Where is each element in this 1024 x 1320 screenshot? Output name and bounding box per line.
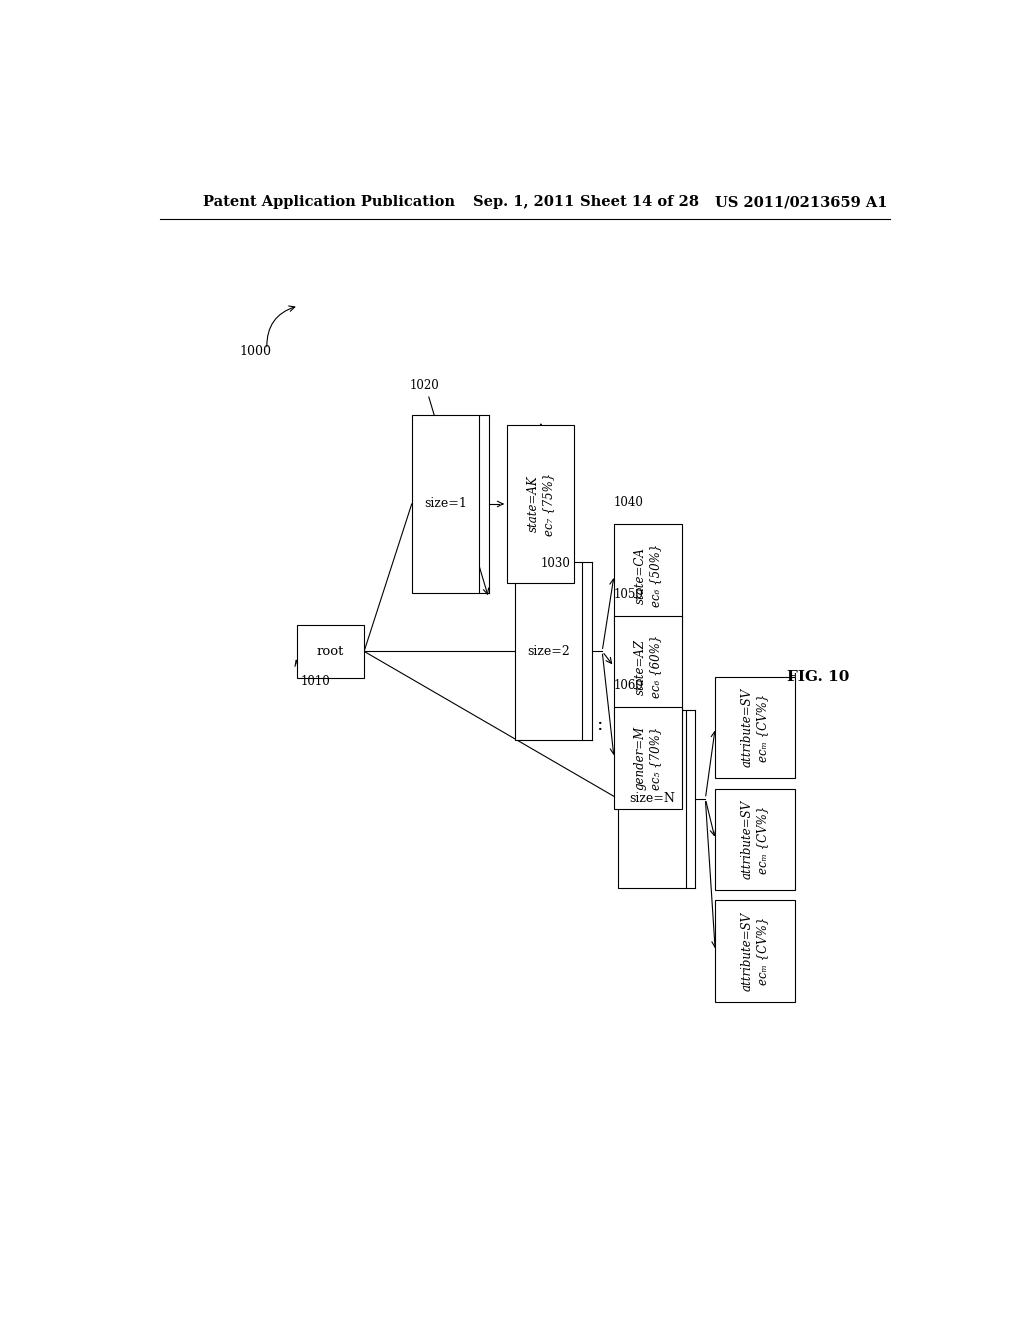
- Text: state=AZ
ec₆ {60%}: state=AZ ec₆ {60%}: [634, 635, 662, 698]
- Text: attribute=SV
ecₘ {CV%}: attribute=SV ecₘ {CV%}: [741, 912, 769, 991]
- Text: state=CA
ec₆ {50%}: state=CA ec₆ {50%}: [634, 544, 662, 607]
- Bar: [507, 425, 574, 582]
- Bar: [715, 900, 795, 1002]
- Text: gender=M
ec₅ {70%}: gender=M ec₅ {70%}: [634, 726, 662, 791]
- Text: size=2: size=2: [527, 645, 570, 657]
- Bar: [297, 624, 365, 677]
- Text: size=N: size=N: [629, 792, 675, 805]
- Bar: [715, 788, 795, 890]
- Text: Sheet 14 of 28: Sheet 14 of 28: [581, 195, 699, 209]
- Text: US 2011/0213659 A1: US 2011/0213659 A1: [715, 195, 888, 209]
- Bar: [614, 524, 682, 626]
- Text: 1040: 1040: [614, 496, 644, 510]
- Bar: [412, 414, 479, 593]
- Text: Sep. 1, 2011: Sep. 1, 2011: [473, 195, 574, 209]
- Text: 1000: 1000: [239, 345, 271, 358]
- Text: 1060: 1060: [614, 678, 644, 692]
- Text: state=AK
ec₇ {75%}: state=AK ec₇ {75%}: [526, 473, 555, 536]
- Bar: [515, 562, 583, 741]
- Text: FIG. 10: FIG. 10: [787, 669, 850, 684]
- Text: 1050: 1050: [614, 587, 644, 601]
- Bar: [614, 615, 682, 718]
- Bar: [618, 710, 685, 887]
- Text: 1030: 1030: [541, 557, 570, 570]
- Text: Patent Application Publication: Patent Application Publication: [204, 195, 456, 209]
- Text: size=1: size=1: [424, 498, 467, 511]
- Bar: [614, 708, 682, 809]
- Text: 1010: 1010: [301, 676, 331, 688]
- Text: :: :: [597, 715, 603, 734]
- Text: 1020: 1020: [410, 379, 439, 392]
- Bar: [715, 677, 795, 779]
- Text: attribute=SV
ecₘ {CV%}: attribute=SV ecₘ {CV%}: [741, 800, 769, 879]
- Text: root: root: [316, 645, 344, 657]
- Text: attribute=SV
ecₘ {CV%}: attribute=SV ecₘ {CV%}: [741, 688, 769, 767]
